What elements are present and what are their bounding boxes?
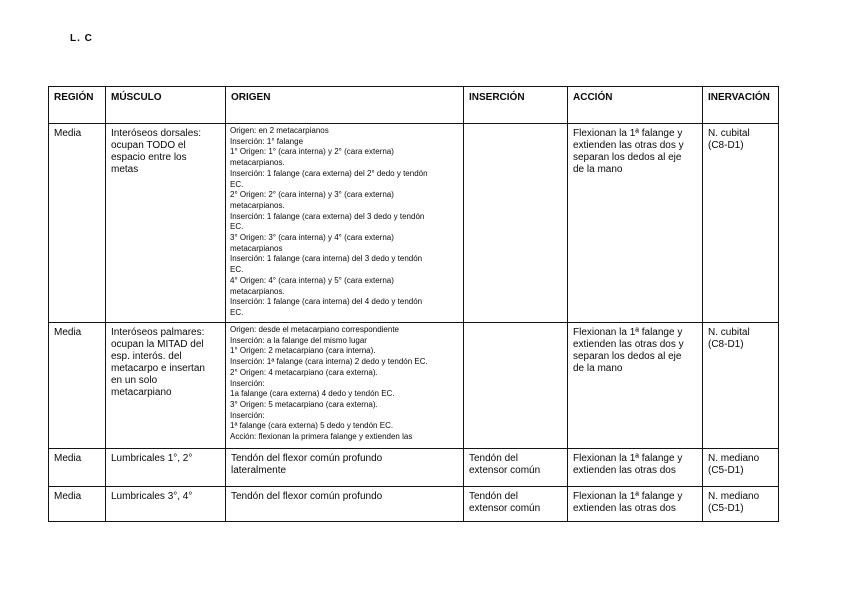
table-row: Media Lumbricales 3°, 4° Tendón del flex… [48,486,779,522]
cell-origen: Tendón del flexor común profundo lateral… [225,448,464,487]
col-header-origen: ORIGEN [225,86,464,124]
table-header-row: REGIÓN MÚSCULO ORIGEN INSERCIÓN ACCIÓN I… [48,86,779,124]
cell-musculo: Interóseos palmares: ocupan la MITAD del… [105,322,226,449]
cell-musculo: Lumbricales 3°, 4° [105,486,226,522]
cell-region: Media [48,123,106,323]
cell-insercion: Tendón del extensor común [463,486,568,522]
cell-insercion [463,322,568,449]
cell-musculo: Interóseos dorsales: ocupan TODO el espa… [105,123,226,323]
table-row: Media Interóseos dorsales: ocupan TODO e… [48,123,779,323]
cell-accion: Flexionan la 1ª falange y extienden las … [567,486,703,522]
muscle-table: REGIÓN MÚSCULO ORIGEN INSERCIÓN ACCIÓN I… [48,86,779,522]
cell-insercion [463,123,568,323]
table-row: Media Interóseos palmares: ocupan la MIT… [48,322,779,449]
col-header-region: REGIÓN [48,86,106,124]
cell-origen: Tendón del flexor común profundo [225,486,464,522]
col-header-inervacion: INERVACIÓN [702,86,779,124]
col-header-musculo: MÚSCULO [105,86,226,124]
cell-inervacion: N. mediano (C5-D1) [702,486,779,522]
cell-inervacion: N. cubital (C8-D1) [702,123,779,323]
col-header-insercion: INSERCIÓN [463,86,568,124]
cell-insercion: Tendón del extensor común [463,448,568,487]
page-corner-label: L. C [70,33,93,44]
cell-musculo: Lumbricales 1°, 2° [105,448,226,487]
cell-origen: Origen: en 2 metacarpianos Inserción: 1°… [225,123,464,323]
cell-region: Media [48,322,106,449]
cell-region: Media [48,448,106,487]
cell-inervacion: N. mediano (C5-D1) [702,448,779,487]
col-header-accion: ACCIÓN [567,86,703,124]
cell-accion: Flexionan la 1ª falange y extienden las … [567,448,703,487]
cell-region: Media [48,486,106,522]
cell-inervacion: N. cubital (C8-D1) [702,322,779,449]
cell-origen: Origen: desde el metacarpiano correspond… [225,322,464,449]
cell-accion: Flexionan la 1ª falange y extienden las … [567,322,703,449]
cell-accion: Flexionan la 1ª falange y extienden las … [567,123,703,323]
table-row: Media Lumbricales 1°, 2° Tendón del flex… [48,448,779,487]
